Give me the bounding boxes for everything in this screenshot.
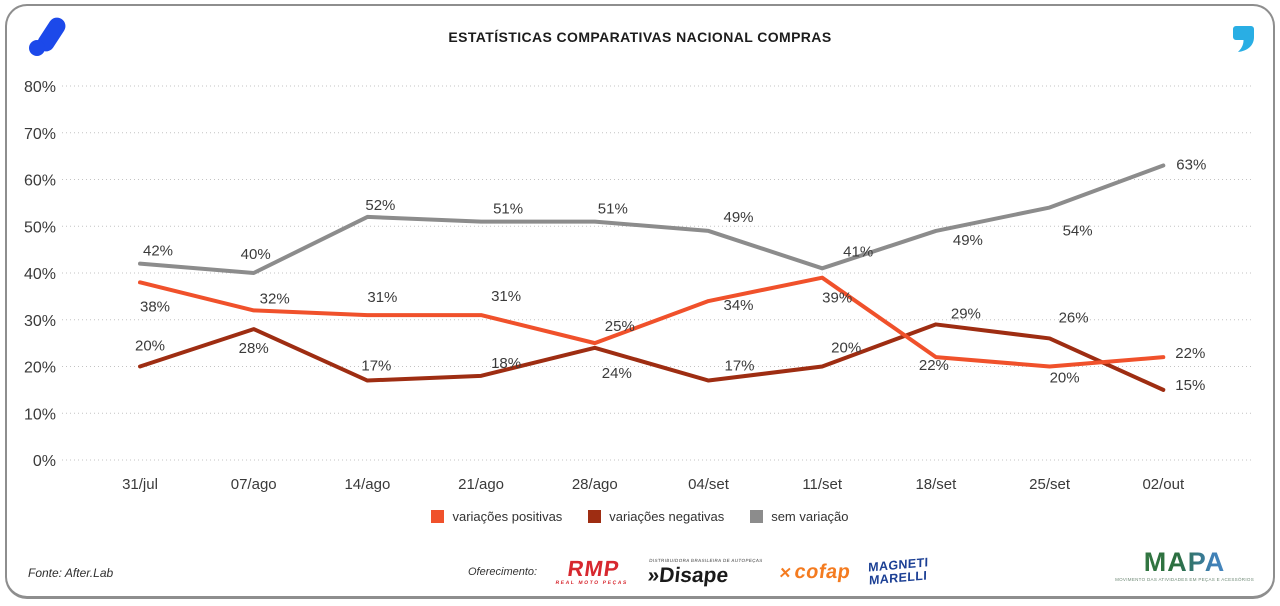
x-axis-tick: 18/set — [915, 476, 957, 493]
value-label-variacoes-negativas: 20% — [831, 340, 861, 357]
chart-title: ESTATÍSTICAS COMPARATIVAS NACIONAL COMPR… — [448, 29, 832, 45]
value-label-variacoes-negativas: 29% — [951, 305, 981, 322]
value-label-variacoes-negativas: 18% — [491, 355, 521, 372]
value-label-sem-variacao: 51% — [493, 201, 523, 218]
x-axis-tick: 31/jul — [122, 476, 158, 493]
legend-swatch-sem-variacao — [750, 510, 764, 523]
value-label-sem-variacao: 49% — [723, 209, 753, 226]
x-axis-tick: 07/ago — [231, 476, 277, 493]
value-label-sem-variacao: 40% — [241, 246, 271, 263]
value-label-sem-variacao: 41% — [843, 243, 873, 260]
magneti-marelli-logo: MAGNETI MARELLI — [868, 555, 929, 588]
x-axis-tick: 28/ago — [572, 476, 618, 493]
y-axis-tick: 0% — [33, 453, 56, 470]
source-text: Fonte: After.Lab — [28, 566, 114, 580]
value-label-sem-variacao: 49% — [953, 232, 983, 249]
line-variacoes-negativas — [138, 322, 1166, 392]
value-label-sem-variacao: 54% — [1063, 223, 1093, 240]
chart-legend: variações positivas variações negativas se… — [0, 509, 1280, 524]
disape-logo-text: »Disape — [646, 563, 762, 587]
value-label-variacoes-negativas: 20% — [135, 338, 165, 355]
mapa-logo-tagline: MOVIMENTO DAS ATIVIDADES EM PEÇAS E ACES… — [1115, 577, 1254, 582]
y-axis-tick: 60% — [24, 173, 56, 190]
legend-item-variacoes-negativas: variações negativas — [588, 509, 724, 524]
rmp-logo: RMP REAL MOTO PEÇAS — [555, 556, 631, 586]
x-axis-tick: 02/out — [1142, 476, 1185, 493]
x-axis-tick: 21/ago — [458, 476, 504, 493]
y-axis-tick: 50% — [24, 219, 56, 236]
legend-swatch-variacoes-positivas — [431, 510, 445, 523]
legend-label-sem-variacao: sem variação — [771, 509, 849, 524]
afterlab-logo-dot — [29, 40, 45, 56]
rmp-logo-subtext: REAL MOTO PEÇAS — [555, 580, 629, 586]
value-label-sem-variacao: 63% — [1176, 156, 1206, 173]
sponsors-row: Oferecimento: RMP REAL MOTO PEÇAS DISTRI… — [468, 552, 929, 592]
x-axis-tick: 25/set — [1029, 476, 1071, 493]
rmp-logo-text: RMP — [566, 556, 622, 581]
x-axis-tick: 11/set — [802, 476, 843, 493]
legend-label-variacoes-negativas: variações negativas — [609, 509, 725, 524]
y-axis-tick: 10% — [24, 406, 56, 423]
disape-logo: DISTRIBUIDORA BRASILEIRA DE AUTOPEÇAS »D… — [646, 558, 762, 587]
y-axis-tick: 40% — [24, 266, 56, 283]
y-axis-tick: 70% — [24, 126, 56, 143]
mapa-logo: MAPA MOVIMENTO DAS ATIVIDADES EM PEÇAS E… — [1115, 549, 1254, 583]
value-label-variacoes-positivas: 38% — [140, 298, 170, 315]
value-label-variacoes-negativas: 28% — [239, 340, 269, 357]
y-axis-tick: 30% — [24, 313, 56, 330]
value-label-variacoes-positivas: 39% — [822, 290, 852, 307]
cofap-logo-mark-icon: ✕ — [777, 564, 793, 581]
value-label-sem-variacao: 42% — [143, 243, 173, 260]
cofap-logo-text: cofap — [793, 560, 853, 583]
legend-item-sem-variacao: sem variação — [750, 509, 849, 524]
line-variacoes-positivas — [138, 275, 1166, 369]
value-label-variacoes-positivas: 22% — [919, 357, 949, 374]
value-label-variacoes-positivas: 31% — [491, 288, 521, 305]
value-label-variacoes-positivas: 31% — [367, 289, 397, 306]
mapa-logo-text: MAPA — [1115, 549, 1254, 576]
value-label-sem-variacao: 51% — [598, 201, 628, 218]
afterlab-logo-icon — [26, 13, 74, 63]
y-axis-tick: 80% — [24, 79, 56, 96]
quote-icon — [1233, 26, 1254, 52]
disape-logo-name: Disape — [657, 563, 730, 587]
value-label-variacoes-positivas: 20% — [1050, 370, 1080, 387]
x-axis-tick: 14/ago — [344, 476, 390, 493]
value-label-variacoes-negativas: 26% — [1059, 309, 1089, 326]
value-label-variacoes-negativas: 15% — [1175, 377, 1205, 394]
value-label-variacoes-positivas: 34% — [723, 297, 753, 314]
value-label-variacoes-positivas: 25% — [605, 318, 635, 335]
legend-item-variacoes-positivas: variações positivas — [431, 509, 562, 524]
sponsor-label: Oferecimento: — [468, 566, 538, 578]
legend-label-variacoes-positivas: variações positivas — [452, 509, 563, 524]
y-axis-tick: 20% — [24, 360, 56, 377]
legend-swatch-variacoes-negativas — [588, 510, 602, 523]
magneti-logo-line2: MARELLI — [869, 568, 928, 588]
value-label-variacoes-positivas: 22% — [1175, 345, 1205, 362]
value-label-variacoes-negativas: 17% — [361, 358, 391, 375]
x-axis-tick: 04/set — [688, 476, 730, 493]
cofap-logo: ✕ cofap — [777, 561, 852, 584]
value-label-variacoes-negativas: 17% — [724, 358, 754, 375]
line-sem-variacao — [138, 163, 1166, 275]
value-label-variacoes-positivas: 32% — [260, 290, 290, 307]
value-label-sem-variacao: 52% — [365, 197, 395, 214]
value-label-variacoes-negativas: 24% — [602, 365, 632, 382]
